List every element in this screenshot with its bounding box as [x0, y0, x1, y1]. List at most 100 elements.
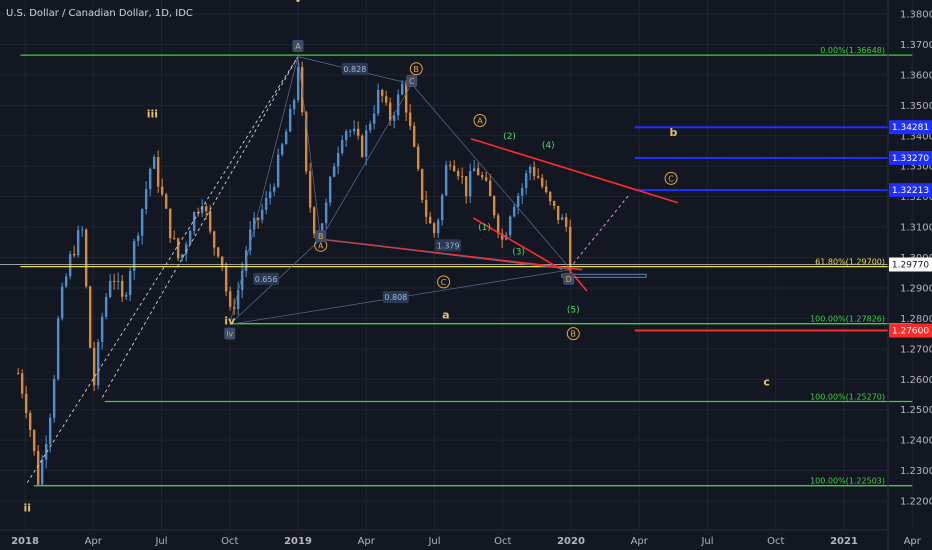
candle-body: [416, 146, 420, 169]
candle-body: [120, 280, 124, 297]
candle-body: [432, 223, 436, 234]
candle-body: [336, 153, 340, 167]
x-tick-label: 2019: [284, 536, 312, 547]
wave-label-minor: (3): [512, 247, 525, 257]
candle-body: [100, 316, 104, 342]
candle-body: [144, 189, 148, 210]
candle-body: [136, 235, 140, 242]
y-tick-label: 1.24000: [900, 436, 932, 447]
candle-body: [204, 206, 208, 211]
y-tick-label: 1.26000: [900, 375, 932, 386]
y-tick-label: 1.36000: [900, 70, 932, 81]
channel-line: [472, 217, 563, 271]
candle-body: [304, 112, 308, 172]
wave-label-major: c: [763, 375, 770, 388]
candle-body: [96, 341, 100, 386]
circled-wave-marker: [409, 62, 423, 76]
candle-body: [196, 212, 200, 214]
candle-body: [252, 217, 256, 230]
wave-label-minor: (4): [542, 141, 555, 151]
candle-body: [152, 156, 156, 169]
candle-body: [528, 166, 532, 174]
candle-body: [472, 168, 476, 172]
candle-body: [364, 130, 368, 157]
candle-body: [424, 199, 428, 217]
candle-body: [180, 254, 184, 259]
candle-body: [52, 378, 56, 418]
harmonic-line: [229, 56, 299, 325]
candle-body: [228, 291, 232, 307]
target-box: [561, 273, 647, 278]
point-label: iv: [226, 330, 233, 339]
candle-body: [272, 186, 276, 192]
y-tick-label: 1.35000: [900, 101, 932, 112]
point-marker: [315, 230, 327, 243]
y-tick-label: 1.28000: [900, 314, 932, 325]
candle-body: [480, 175, 484, 178]
candle-body: [340, 140, 344, 154]
candle-body: [448, 165, 452, 167]
candle-body: [16, 373, 20, 375]
candle-body: [132, 241, 136, 271]
harmonic-line: [297, 56, 322, 240]
wave-label-major: b: [669, 126, 677, 139]
wave-label-major: iv: [224, 314, 236, 327]
y-tick-label: 1.22000: [900, 497, 932, 508]
candle-body: [468, 171, 472, 197]
candle-body: [200, 206, 204, 213]
candle-body: [392, 115, 396, 121]
harmonic-line: [320, 238, 572, 271]
circled-wave-label: A: [318, 241, 324, 250]
dashed-trendline: [26, 56, 299, 483]
candle-body: [116, 280, 120, 282]
candle-body: [296, 67, 300, 101]
ratio-box: [253, 272, 280, 285]
price-tag-label: 1.27600: [892, 327, 929, 337]
candle-body: [536, 176, 540, 178]
candle-body: [324, 202, 328, 224]
x-tick-label: Apr: [904, 536, 922, 547]
candle-body: [328, 176, 332, 203]
candle-body: [268, 191, 272, 199]
candle-body: [72, 253, 76, 256]
ratio-box: [382, 291, 409, 304]
price-tag-label: 1.32213: [892, 186, 929, 196]
x-tick-label: Apr: [358, 536, 376, 547]
x-tick-label: Jul: [427, 536, 440, 547]
candle-body: [216, 247, 220, 257]
x-tick-label: 2020: [557, 536, 585, 547]
candle-body: [348, 131, 352, 133]
candle-body: [36, 451, 40, 485]
circled-wave-marker: [473, 114, 487, 128]
y-tick-label: 1.23000: [900, 466, 932, 477]
circled-wave-label: B: [414, 65, 420, 74]
chart-title: U.S. Dollar / Canadian Dollar, 1D, IDC: [6, 8, 193, 19]
candle-body: [544, 186, 548, 193]
candle-body: [236, 289, 240, 309]
candle-body: [160, 186, 164, 195]
candle-body: [464, 176, 468, 197]
price-tag: [889, 150, 932, 165]
candle-body: [412, 125, 416, 147]
circled-wave-label: A: [477, 117, 483, 126]
circled-wave-label: C: [441, 278, 447, 287]
y-tick-label: 1.29000: [900, 283, 932, 294]
point-marker: [292, 39, 304, 52]
y-tick-label: 1.27000: [900, 344, 932, 355]
candle-body: [496, 215, 500, 234]
price-tag: [889, 183, 932, 198]
candle-body: [60, 286, 64, 319]
channel-line: [565, 266, 588, 292]
candle-body: [552, 201, 556, 206]
y-tick-label: 1.37000: [900, 40, 932, 51]
candle-body: [556, 205, 560, 220]
candle-body: [44, 443, 48, 460]
candle-body: [48, 417, 52, 444]
price-tag-label: 1.34281: [892, 123, 929, 133]
current-price-tag: [889, 257, 932, 272]
candle-body: [376, 89, 380, 114]
candle-body: [240, 270, 244, 290]
